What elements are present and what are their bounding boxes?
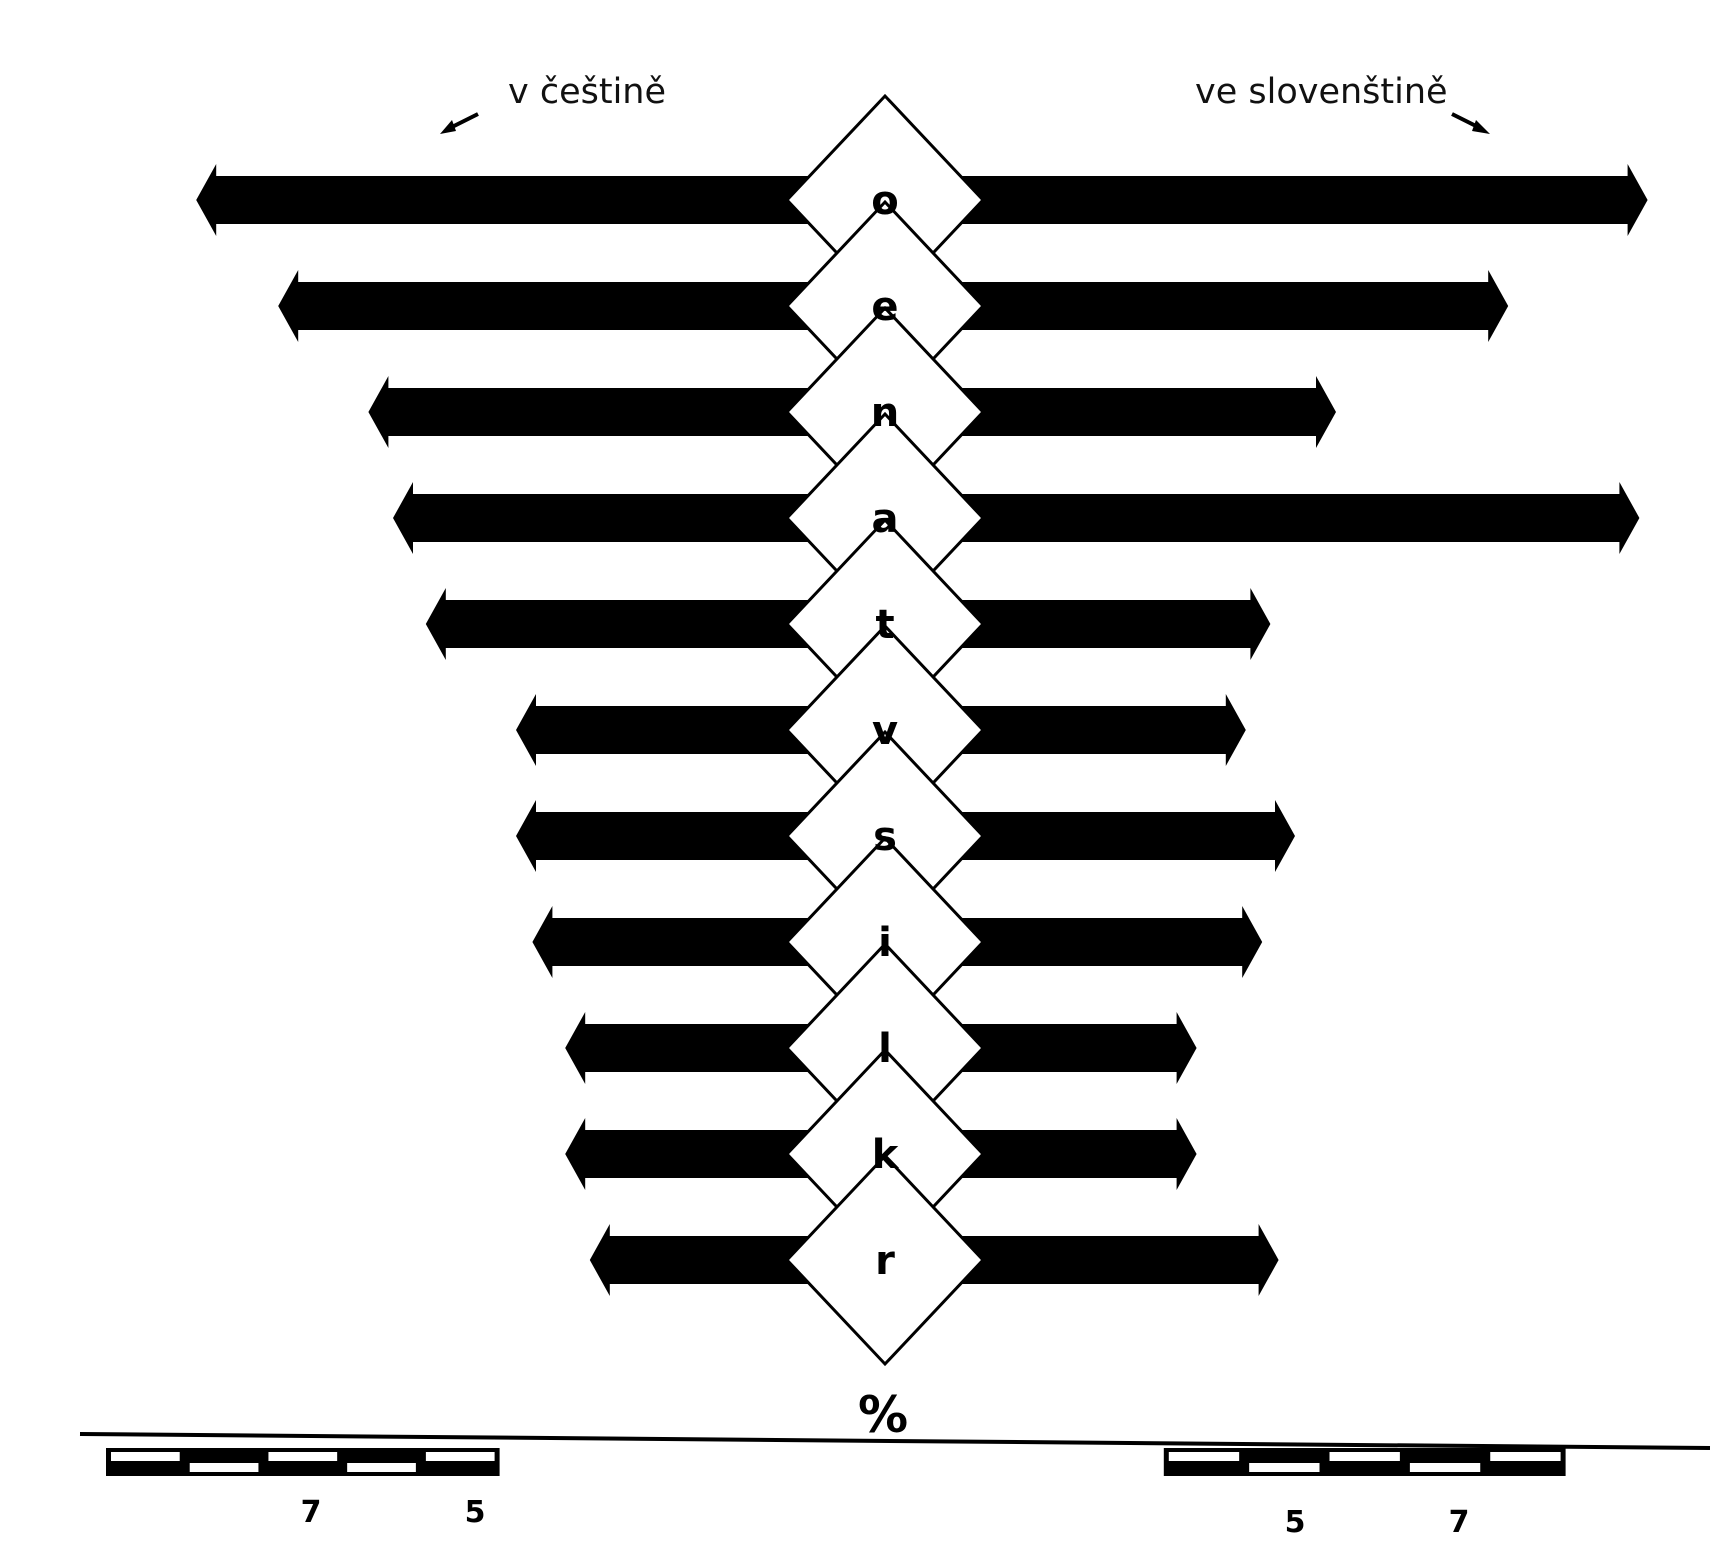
bar-left-e [278,270,885,342]
letter-label-n: n [871,390,899,436]
bar-left-t [425,588,885,660]
tick-left-7: 7 [301,1495,322,1530]
bar-right-s [885,800,1295,872]
tick-left-5: 5 [465,1495,486,1530]
scale-segment [1168,1452,1240,1461]
letter-label-l: l [878,1026,892,1072]
left-pointer-arrow-icon [440,112,479,134]
letter-label-r: r [875,1238,895,1284]
scale-segment [111,1452,180,1461]
scale-segment [347,1463,416,1472]
scale-baseline [79,1432,1711,1450]
bar-right-o [885,164,1648,236]
bar-right-r [885,1224,1279,1296]
letter-label-k: k [872,1132,900,1178]
bar-right-v [885,694,1246,766]
tick-right-5: 5 [1285,1505,1306,1540]
labels-layer: o e n a t v s i l k r [784,93,986,1367]
bar-right-t [885,588,1271,660]
right-language-label: ve slovenštině [1195,72,1448,112]
bar-right-a [885,482,1640,554]
unit-label: % [858,1386,908,1444]
letter-diamond-r [784,1153,986,1367]
scale-segment [189,1463,259,1472]
right-pointer-arrow-icon [1451,112,1490,134]
bar-left-i [532,906,885,978]
tick-right-7: 7 [1449,1505,1470,1540]
scale-segment [1249,1463,1320,1472]
bar-left-v [516,694,885,766]
letter-label-v: v [872,708,898,754]
scale-segment [1490,1452,1561,1461]
bar-right-n [885,376,1336,448]
letter-label-a: a [872,496,899,542]
bar-left-s [516,800,885,872]
bar-left-o [196,164,885,236]
left-language-label: v češtině [508,72,667,112]
scale-segment [268,1452,338,1461]
scale-segment [425,1452,495,1461]
letter-label-i: i [878,920,892,966]
bar-right-e [885,270,1509,342]
bar-left-n [368,376,885,448]
letter-label-s: s [873,814,897,860]
letter-label-o: o [871,178,898,224]
bar-left-a [393,482,885,554]
percent-scale: 7 5 5 7 [79,1432,1711,1540]
scale-segment [1329,1452,1400,1461]
scale-segment [1409,1463,1481,1472]
letter-label-t: t [875,602,894,648]
letter-label-e: e [871,284,898,330]
bar-right-i [885,906,1263,978]
